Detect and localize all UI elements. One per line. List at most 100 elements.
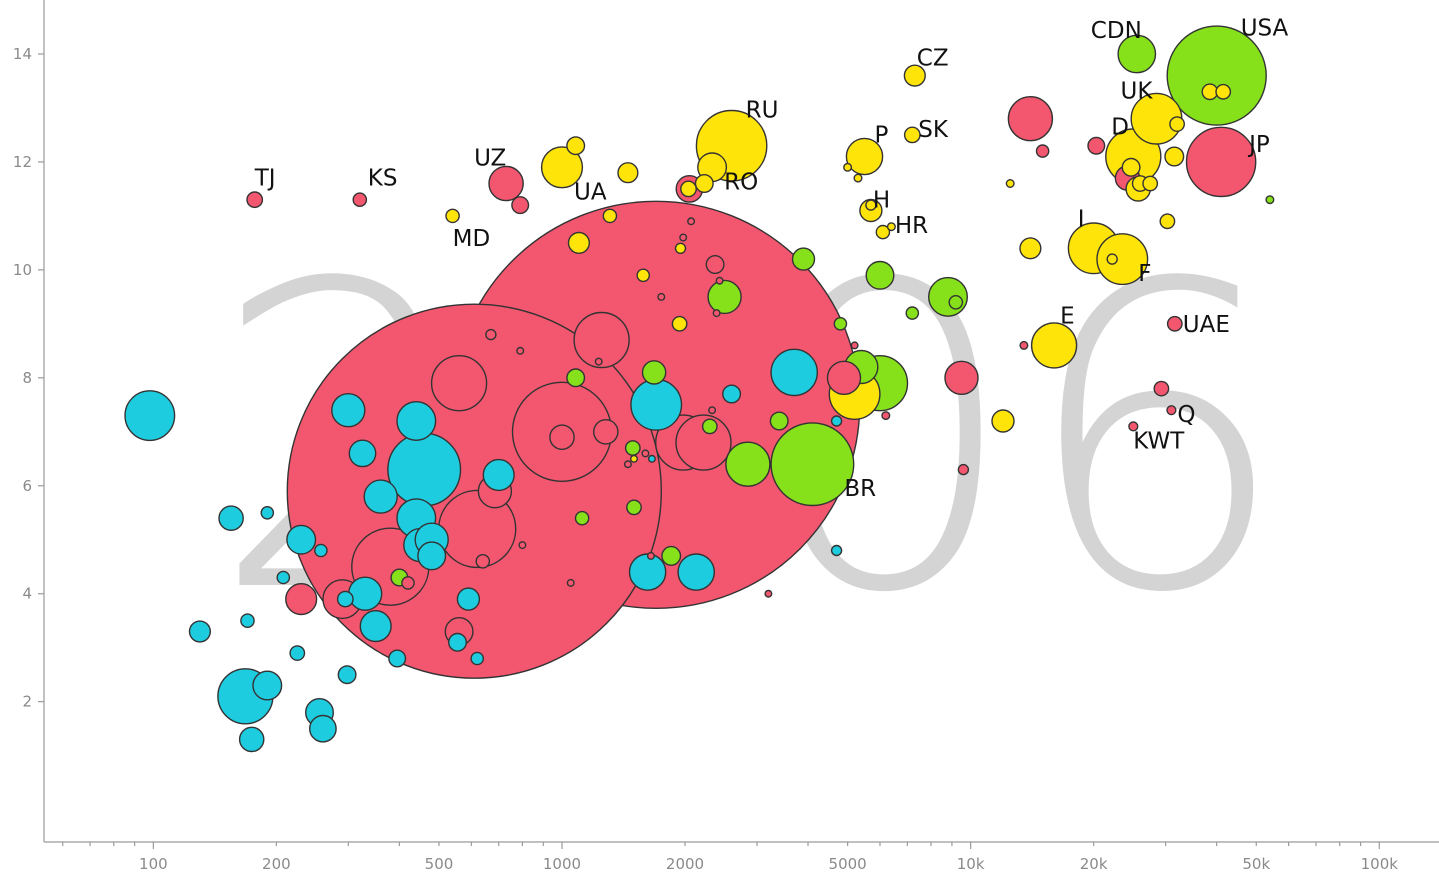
bubble-yellow <box>1201 83 1219 101</box>
bubble-red <box>566 578 575 587</box>
x-tick-label: 2000 <box>666 855 704 873</box>
bubble-yellow <box>991 409 1015 433</box>
bubble-red <box>593 418 619 445</box>
country-label-cz: CZ <box>917 46 949 72</box>
bubble-green <box>770 422 855 507</box>
bubble-blue <box>337 665 357 685</box>
bubble-yellow <box>865 199 877 211</box>
bubble-yellow <box>886 222 896 232</box>
bubble-blue <box>677 553 716 591</box>
bubble-blue <box>647 454 656 463</box>
bubble-green <box>566 368 586 388</box>
bubble-blue <box>359 609 392 643</box>
y-axis: 2 4 6 8 10 12 14 <box>13 0 45 842</box>
x-tick-label: 500 <box>425 855 454 873</box>
bubble-red <box>549 424 575 451</box>
country-label-e: E <box>1060 303 1075 329</box>
bubble-blue <box>387 432 462 507</box>
bubble-blue <box>830 544 843 557</box>
bubble-blue <box>348 439 377 468</box>
bubble-red <box>1019 340 1029 350</box>
bubble-blue <box>286 524 317 555</box>
bubble-red <box>1166 315 1183 332</box>
bubble-blue <box>456 587 481 611</box>
bubble-yellow <box>1164 146 1185 167</box>
bubble-blue <box>218 505 244 532</box>
bubble-green <box>701 418 718 435</box>
bubble-green <box>574 510 590 526</box>
bubble-green <box>1166 25 1267 126</box>
country-label-md: MD <box>453 226 491 252</box>
country-label-usa: USA <box>1241 16 1289 42</box>
bubble-yellow <box>445 208 460 224</box>
country-label-ro: RO <box>724 169 758 195</box>
country-label-kwt: KWT <box>1133 428 1185 454</box>
country-label-tj: TJ <box>254 166 276 192</box>
bubble-red <box>1153 380 1170 397</box>
country-label-ks: KS <box>368 166 398 192</box>
bubble-yellow <box>1121 157 1141 177</box>
bubble-yellow <box>602 208 618 224</box>
bubble-blue <box>482 458 515 492</box>
y-tick-label: 10 <box>13 261 32 279</box>
bubble-green <box>626 499 642 516</box>
bubble-green <box>624 440 641 456</box>
bubble-yellow <box>1005 178 1015 188</box>
bubble-blue <box>363 479 398 514</box>
bubble-red <box>679 233 688 242</box>
bubble-green <box>865 260 895 290</box>
bubble-red <box>1185 126 1257 198</box>
bubble-blue <box>331 393 366 428</box>
bubble-green <box>928 276 969 317</box>
country-label-ua: UA <box>574 179 607 205</box>
country-label-i: I <box>1078 206 1085 232</box>
x-axis: 100 200 500 1000 2000 5000 10k 20k 50k 100k <box>44 841 1439 873</box>
bubble-red <box>573 311 630 369</box>
country-label-q: Q <box>1177 402 1195 428</box>
bubble-green <box>833 316 848 331</box>
country-label-p: P <box>875 123 889 149</box>
y-tick-label: 12 <box>13 153 32 171</box>
bubble-yellow <box>567 231 590 254</box>
country-label-h: H <box>873 188 890 214</box>
bubble-red <box>246 191 264 209</box>
bubble-yellow <box>674 242 687 255</box>
bubble-blue <box>348 576 383 611</box>
bubble-blue <box>308 714 337 743</box>
bubble-blue <box>770 348 819 397</box>
country-label-uae: UAE <box>1183 312 1230 338</box>
bubble-yellow <box>845 137 884 176</box>
bubble-yellow <box>903 126 921 144</box>
bubble-red <box>712 309 721 318</box>
bubble-blue <box>238 726 265 753</box>
bubble-red <box>881 411 891 421</box>
bubble-red <box>475 554 491 569</box>
x-tick-label: 10k <box>957 855 985 873</box>
bubble-yellow <box>1030 322 1078 369</box>
bubble-red <box>657 292 666 301</box>
y-tick-label: 4 <box>22 585 32 603</box>
country-label-uk: UK <box>1121 79 1154 105</box>
bubble-red <box>1007 95 1054 142</box>
bubble-yellow <box>853 173 863 183</box>
bubble-green <box>641 360 667 385</box>
bubble-red <box>623 460 632 469</box>
bubble-yellow <box>566 136 586 156</box>
bubble-yellow <box>630 454 639 463</box>
bubble-red <box>826 360 862 395</box>
bubble-red <box>511 196 530 215</box>
bubble-red <box>715 276 724 285</box>
bubble-yellow <box>680 180 697 198</box>
bubble-red <box>488 165 524 202</box>
bubble-blue <box>722 384 742 404</box>
bubble-yellow <box>636 268 651 283</box>
bubble-red <box>687 217 696 226</box>
bubble-blue <box>260 505 275 520</box>
bubble-red <box>944 360 979 395</box>
bubble-yellow <box>1142 175 1159 192</box>
x-tick-label: 1000 <box>543 855 581 873</box>
bubble-green <box>725 441 771 487</box>
country-label-sk: SK <box>918 117 949 143</box>
bubble-red <box>705 254 725 274</box>
